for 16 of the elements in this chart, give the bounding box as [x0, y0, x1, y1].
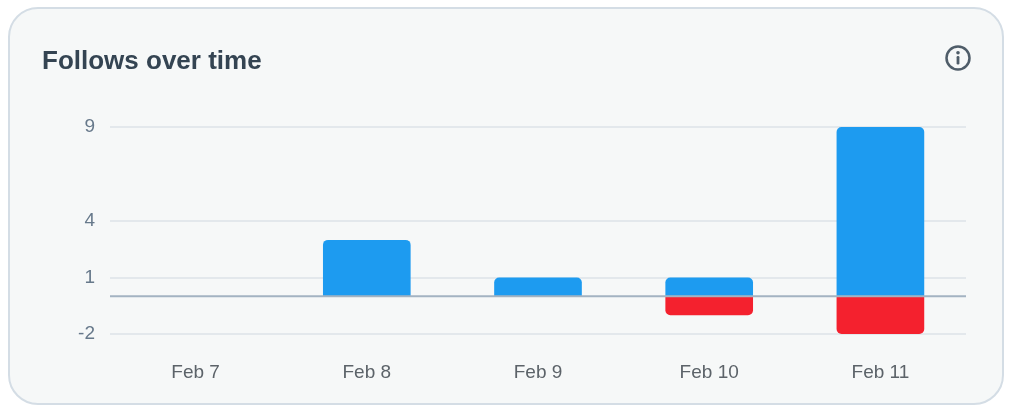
x-tick-label: Feb 7 — [171, 360, 220, 382]
y-tick-label: -2 — [78, 322, 95, 344]
x-tick-label: Feb 10 — [679, 360, 739, 382]
x-tick-label: Feb 8 — [342, 360, 392, 382]
y-tick-label: 4 — [84, 209, 96, 231]
x-tick-label: Feb 9 — [513, 360, 563, 382]
bar — [322, 239, 411, 297]
chart-title: Follows over time — [42, 45, 262, 75]
bar — [665, 277, 754, 297]
bar — [665, 296, 754, 316]
bar — [836, 127, 925, 297]
bar — [494, 277, 582, 297]
y-tick-label: 9 — [84, 115, 95, 137]
y-tick-label: 1 — [84, 265, 95, 287]
bar — [836, 296, 925, 334]
x-tick-label: Feb 11 — [851, 360, 910, 382]
